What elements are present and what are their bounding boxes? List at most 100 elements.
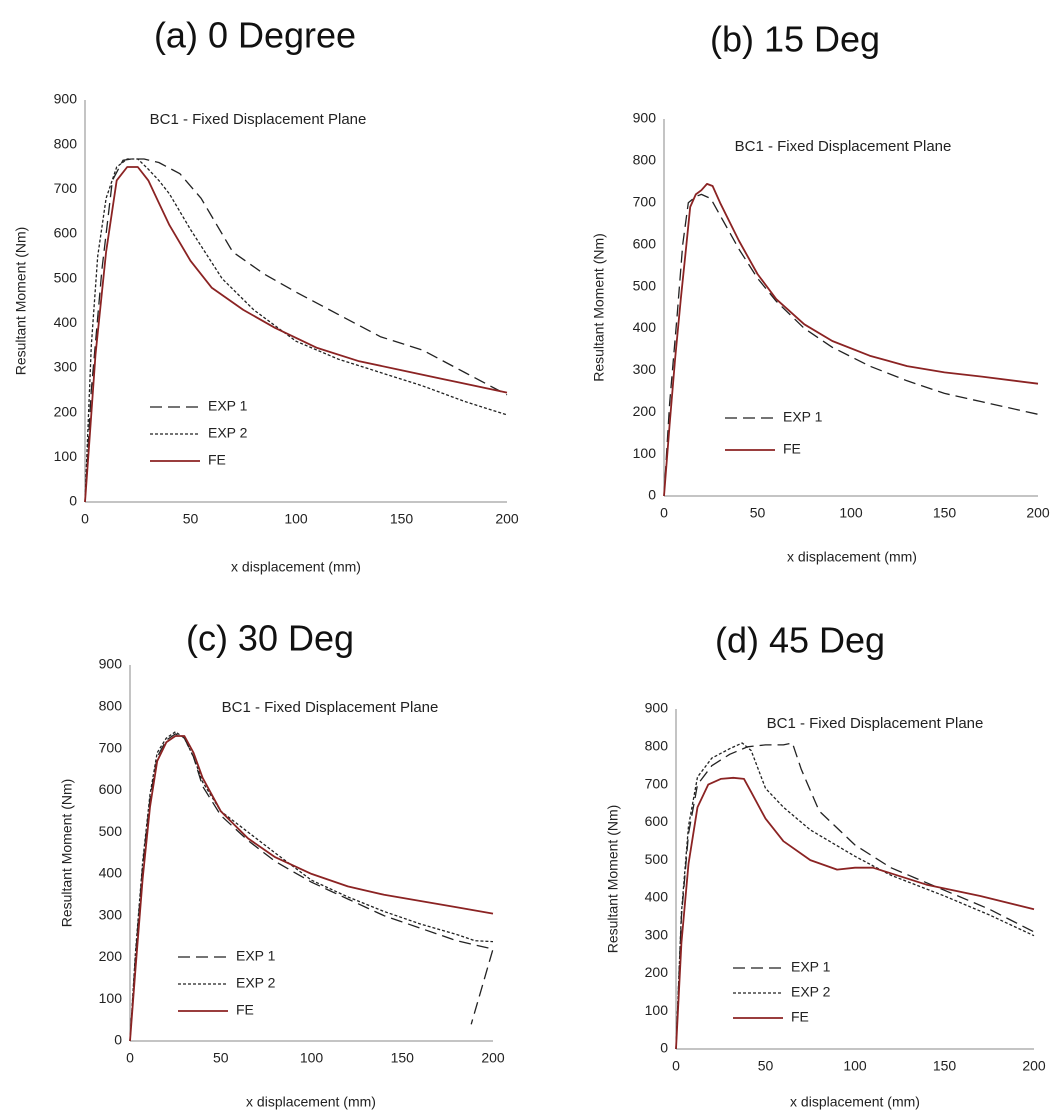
y-axis-label: Resultant Moment (Nm)	[59, 779, 75, 928]
y-tick-label: 200	[54, 403, 78, 419]
y-tick-label: 100	[54, 448, 78, 464]
y-tick-label: 200	[99, 948, 123, 964]
y-axis-label: Resultant Moment (Nm)	[605, 805, 621, 954]
y-tick-label: 800	[99, 697, 123, 713]
y-tick-label: 0	[660, 1040, 668, 1056]
y-tick-label: 200	[645, 964, 669, 980]
y-tick-label: 100	[633, 445, 657, 461]
legend-label: EXP 2	[208, 425, 248, 441]
y-tick-label: 900	[645, 700, 669, 716]
legend: EXP 1 FE	[725, 409, 823, 457]
y-tick-label: 300	[645, 926, 669, 942]
x-tick-label: 100	[839, 505, 863, 521]
legend: EXP 1 EXP 2 FE	[178, 948, 276, 1018]
panel-title: (b) 15 Deg	[710, 19, 880, 60]
y-tick-label: 900	[54, 91, 78, 107]
x-tick-label: 50	[758, 1058, 774, 1074]
series-line-exp-1	[130, 734, 493, 1041]
y-tick-label: 500	[633, 277, 657, 293]
legend-label: EXP 1	[791, 959, 831, 975]
x-tick-label: 0	[660, 505, 668, 521]
series-line-fe	[676, 778, 1034, 1049]
x-tick-label: 0	[81, 511, 89, 527]
panel-title: (c) 30 Deg	[186, 618, 354, 659]
legend-label: FE	[791, 1009, 809, 1025]
y-axis-label: Resultant Moment (Nm)	[13, 227, 29, 376]
y-tick-label: 400	[645, 889, 669, 905]
legend-label: FE	[208, 452, 226, 468]
x-tick-label: 0	[126, 1050, 134, 1066]
y-tick-label: 600	[633, 235, 657, 251]
chart-title: BC1 - Fixed Displacement Plane	[767, 715, 984, 732]
y-tick-label: 100	[645, 1002, 669, 1018]
x-tick-label: 200	[495, 511, 519, 527]
chart-title: BC1 - Fixed Displacement Plane	[222, 699, 439, 716]
legend-label: EXP 2	[791, 984, 831, 1000]
chart-panel-3: (c) 30 Deg BC1 - Fixed Displacement Plane…	[59, 618, 505, 1110]
panel-title: (d) 45 Deg	[715, 620, 885, 661]
x-tick-label: 50	[183, 511, 199, 527]
legend-label: EXP 1	[783, 409, 823, 425]
x-tick-label: 0	[672, 1058, 680, 1074]
y-tick-label: 800	[54, 135, 78, 151]
y-tick-label: 500	[54, 269, 78, 285]
series-line-exp-2	[130, 732, 493, 1041]
y-tick-label: 200	[633, 403, 657, 419]
x-tick-label: 200	[1022, 1058, 1046, 1074]
chart-panel-4: (d) 45 Deg BC1 - Fixed Displacement Plane…	[605, 620, 1046, 1110]
legend-label: EXP 1	[208, 398, 248, 414]
y-tick-label: 0	[114, 1032, 122, 1048]
x-tick-label: 50	[213, 1050, 229, 1066]
y-tick-label: 600	[99, 781, 123, 797]
series-line-exp-1	[85, 159, 507, 502]
y-tick-label: 600	[645, 813, 669, 829]
x-tick-label: 100	[284, 511, 308, 527]
x-tick-label: 100	[843, 1058, 867, 1074]
y-tick-label: 700	[54, 180, 78, 196]
legend-label: EXP 2	[236, 975, 276, 991]
series-line-exp-1	[664, 194, 1038, 496]
y-tick-label: 800	[633, 152, 657, 168]
chart-panel-1: (a) 0 Degree BC1 - Fixed Displacement Pla…	[13, 15, 519, 575]
series-line-fe	[664, 184, 1038, 496]
legend: EXP 1 EXP 2 FE	[733, 959, 831, 1025]
x-tick-label: 100	[300, 1050, 324, 1066]
legend-label: FE	[236, 1002, 254, 1018]
x-tick-label: 150	[933, 1058, 957, 1074]
y-tick-label: 300	[633, 361, 657, 377]
legend: EXP 1 EXP 2 FE	[150, 398, 248, 468]
y-tick-label: 500	[645, 851, 669, 867]
y-tick-label: 400	[633, 319, 657, 335]
legend-label: EXP 1	[236, 948, 276, 964]
y-tick-label: 900	[633, 110, 657, 126]
y-tick-label: 800	[645, 737, 669, 753]
legend-label: FE	[783, 441, 801, 457]
chart-panel-2: (b) 15 Deg BC1 - Fixed Displacement Plane…	[591, 19, 1050, 565]
chart-title: BC1 - Fixed Displacement Plane	[150, 111, 367, 128]
x-axis-label: x displacement (mm)	[787, 549, 917, 565]
x-axis-label: x displacement (mm)	[246, 1094, 376, 1110]
y-tick-label: 700	[645, 775, 669, 791]
y-tick-label: 0	[69, 493, 77, 509]
series-line-fe	[130, 736, 493, 1041]
x-tick-label: 50	[750, 505, 766, 521]
x-tick-label: 200	[1026, 505, 1050, 521]
y-tick-label: 400	[54, 314, 78, 330]
y-tick-label: 600	[54, 225, 78, 241]
y-tick-label: 500	[99, 823, 123, 839]
y-tick-label: 300	[99, 906, 123, 922]
series-line-exp-2	[85, 159, 507, 502]
x-tick-label: 150	[391, 1050, 415, 1066]
x-tick-label: 150	[933, 505, 957, 521]
y-tick-label: 700	[633, 193, 657, 209]
x-axis-label: x displacement (mm)	[231, 559, 361, 575]
chart-title: BC1 - Fixed Displacement Plane	[735, 138, 952, 155]
y-tick-label: 300	[54, 359, 78, 375]
x-axis-label: x displacement (mm)	[790, 1094, 920, 1110]
y-tick-label: 400	[99, 865, 123, 881]
y-tick-label: 0	[648, 487, 656, 503]
y-axis-label: Resultant Moment (Nm)	[591, 233, 607, 382]
y-tick-label: 100	[99, 990, 123, 1006]
series-line-fe	[85, 167, 507, 502]
